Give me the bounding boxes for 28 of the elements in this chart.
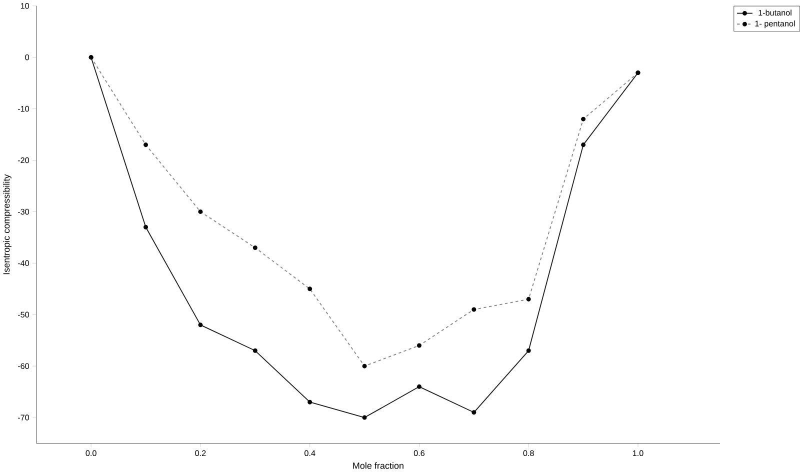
- x-tick-label: 0.2: [195, 450, 206, 456]
- point: [198, 322, 203, 328]
- y-tick-label: -50: [18, 312, 30, 318]
- y-tick-label: 10: [20, 3, 30, 9]
- x-tick-label: 0.0: [86, 450, 96, 456]
- x-axis-title: Mole fraction: [353, 462, 404, 469]
- y-tick-label: -20: [18, 157, 30, 164]
- point: [308, 400, 312, 404]
- x-tick-label: 0.8: [523, 450, 534, 456]
- y-tick-label: 0: [25, 54, 30, 60]
- y-tick-label: -30: [18, 208, 30, 215]
- y-tick-label: -70: [18, 414, 30, 420]
- point: [144, 224, 148, 230]
- point: [526, 348, 531, 353]
- x-tick-label: 0.6: [414, 450, 425, 456]
- y-tick-label: -10: [18, 106, 30, 112]
- point: [472, 410, 476, 415]
- legend-label: 1-butanol: [758, 10, 792, 16]
- point: [581, 142, 586, 148]
- y-tick-label: -60: [18, 363, 30, 370]
- y-tick-label: -40: [18, 260, 30, 266]
- y-axis-title: Isentropic compressibility: [3, 174, 12, 274]
- point: [252, 348, 258, 353]
- x-tick-label: 0.4: [304, 450, 316, 456]
- x-tick-label: 1.0: [632, 450, 644, 456]
- point: [362, 415, 367, 420]
- legend-label: 1- pentanol: [755, 20, 795, 28]
- point: [416, 384, 422, 389]
